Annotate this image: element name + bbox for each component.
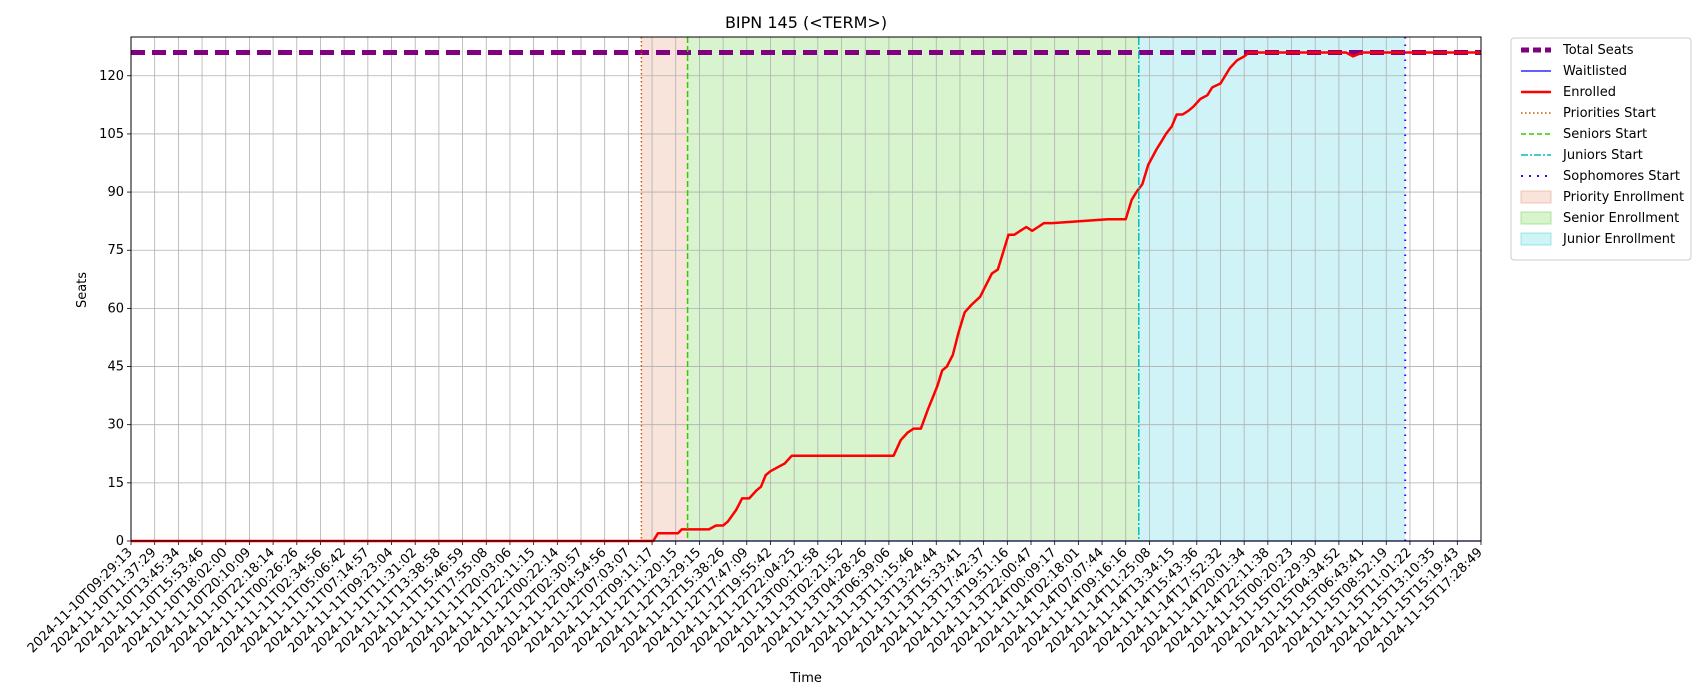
y-tick-label: 120 xyxy=(99,69,124,84)
legend-label-priority-enrollment: Priority Enrollment xyxy=(1563,190,1684,205)
y-tick-label: 0 xyxy=(116,534,124,549)
legend-label-enrolled: Enrolled xyxy=(1563,85,1616,100)
y-tick-label: 105 xyxy=(99,127,124,142)
legend-swatch-senior-enrollment xyxy=(1520,211,1552,225)
legend: Total Seats Waitlisted Enrolled Priorities … xyxy=(1510,37,1692,261)
legend-swatch-junior-enrollment xyxy=(1520,232,1552,246)
plot-area: 01530456075901051202024-11-10T09:29:1320… xyxy=(25,36,1486,656)
legend-label-juniors-start: Juniors Start xyxy=(1562,148,1643,163)
y-axis-label: Seats xyxy=(75,272,90,308)
legend-label-sophomores-start: Sophomores Start xyxy=(1563,169,1680,184)
legend-swatch-priority-enrollment xyxy=(1520,190,1552,204)
span-junior-enrollment xyxy=(1138,37,1406,541)
chart-title: BIPN 145 (<TERM>) xyxy=(725,13,887,32)
y-tick-label: 60 xyxy=(107,301,124,316)
legend-label-senior-enrollment: Senior Enrollment xyxy=(1563,211,1679,226)
y-tick-label: 75 xyxy=(107,243,124,258)
y-tick-label: 45 xyxy=(107,360,124,375)
legend-label-seniors-start: Seniors Start xyxy=(1563,127,1647,142)
axes-frame xyxy=(130,36,1482,542)
span-priority-enrollment xyxy=(641,37,688,541)
x-axis-label: Time xyxy=(789,671,822,686)
legend-label-total-seats: Total Seats xyxy=(1562,43,1634,58)
y-tick-label: 30 xyxy=(107,418,124,433)
legend-label-waitlisted: Waitlisted xyxy=(1563,64,1627,79)
y-tick-label: 90 xyxy=(107,185,124,200)
series-enrolled xyxy=(131,51,1481,543)
y-tick-label: 15 xyxy=(107,476,124,491)
plot-background xyxy=(131,37,1481,541)
legend-box xyxy=(1510,37,1692,261)
legend-label-junior-enrollment: Junior Enrollment xyxy=(1562,232,1675,247)
span-senior-enrollment xyxy=(687,37,1139,541)
legend-label-priorities-start: Priorities Start xyxy=(1563,106,1656,121)
